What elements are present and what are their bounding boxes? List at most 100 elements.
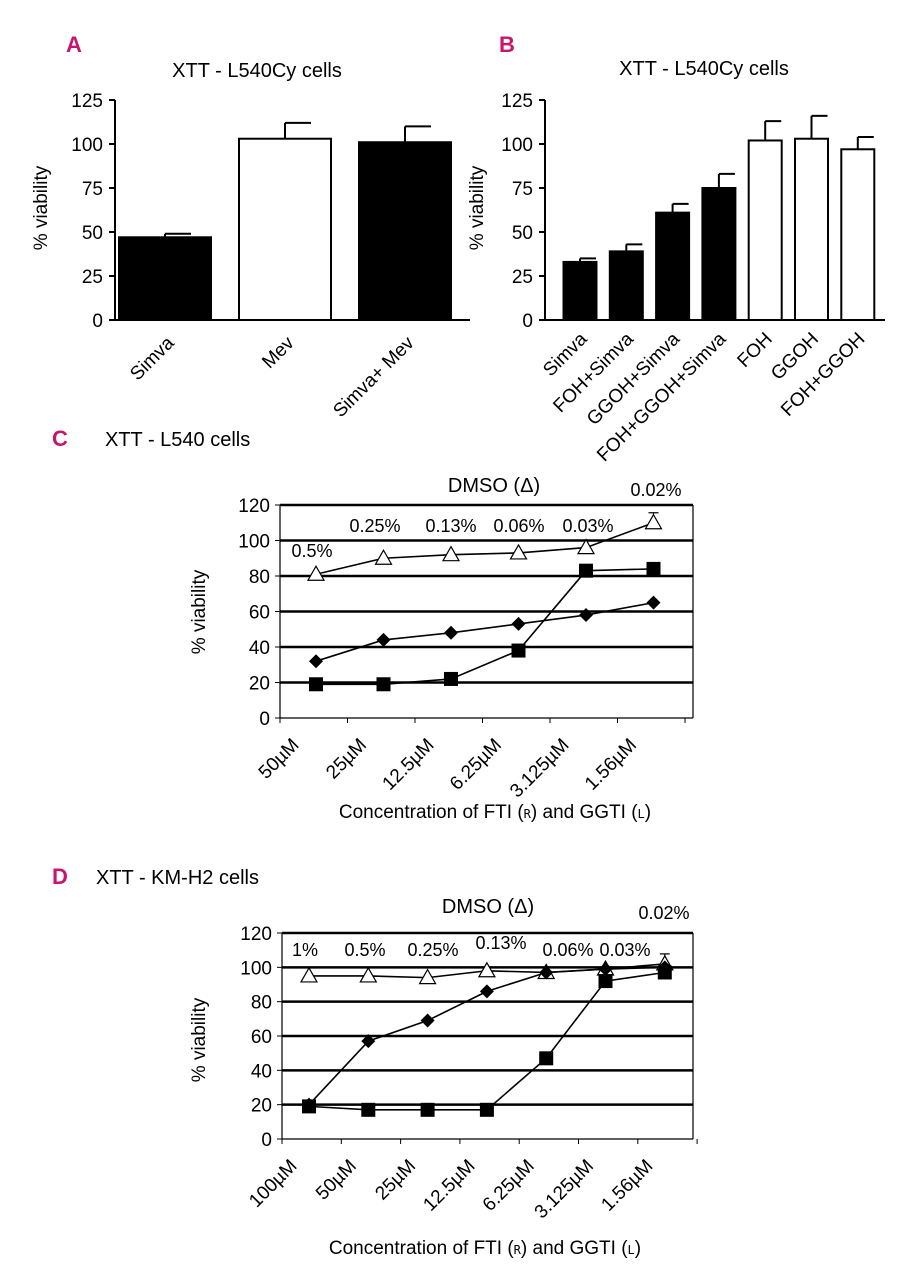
data-point-diamond	[309, 654, 323, 669]
data-point-triangle	[441, 545, 461, 562]
panel-d-ylabel: % viability	[189, 997, 210, 1082]
y-tick-label: 40	[249, 638, 270, 659]
x-category-label: 25µM	[371, 1156, 420, 1205]
panel-c-ylabel: % viability	[189, 569, 210, 654]
panel-b-title: XTT - L540Cy cells	[619, 58, 789, 80]
data-point-diamond	[539, 965, 554, 980]
data-point-diamond	[479, 984, 494, 999]
y-tick-label: 0	[259, 709, 270, 730]
data-point-diamond	[511, 616, 526, 631]
panel-letter-d: D	[52, 864, 68, 889]
panel-c-xlabel-l: L	[638, 807, 645, 821]
dmso-percent-label: 0.25%	[349, 516, 400, 536]
y-tick-label: 50	[82, 223, 103, 244]
x-category-label: 6.25µM	[446, 735, 506, 795]
data-point-triangle	[306, 565, 326, 581]
x-category-label: 1.56µM	[597, 1156, 657, 1216]
y-tick-label: 40	[251, 1061, 272, 1082]
data-point-diamond	[646, 595, 661, 610]
data-point-triangle	[359, 966, 378, 983]
x-category-label: 3.125µM	[531, 1156, 598, 1223]
panel-d-xlabel-l: L	[628, 1243, 635, 1257]
data-point-diamond	[361, 1034, 376, 1049]
dmso-percent-label: 0.13%	[475, 933, 526, 953]
dmso-percent-label: 0.03%	[562, 516, 613, 536]
data-point-diamond	[376, 632, 391, 647]
panel-letter-c: C	[52, 426, 68, 451]
y-tick-label: 125	[501, 91, 533, 112]
data-point-square	[309, 677, 323, 692]
data-point-triangle	[576, 538, 596, 555]
data-point-square	[302, 1099, 316, 1114]
y-tick-label: 25	[512, 267, 533, 288]
y-tick-label: 120	[238, 496, 270, 517]
chart-a: 0 25 50 75 100 125 Simva Mev Simva+ Mev	[71, 91, 470, 422]
data-point-square	[444, 671, 458, 686]
chart-c: 0 20 40 60 80 100 120 50µM 25µM 12.5µM 6.25µM 3.125…	[238, 480, 694, 802]
bar	[608, 250, 644, 321]
panel-letter-a: A	[66, 32, 82, 57]
panel-d-dmso-label: DMSO (Δ)	[442, 896, 534, 918]
y-tick-label: 80	[251, 993, 272, 1014]
x-category-label: 50µM	[255, 735, 304, 784]
y-tick-label: 125	[71, 91, 103, 112]
data-point-triangle	[509, 543, 528, 560]
chart-d: 0 20 40 60 80 100 120 100µM 50µM 25µM 12.5µM 6.25µM…	[240, 903, 698, 1223]
y-tick-label: 0	[261, 1130, 272, 1151]
panel-d-xlabel-part1: Concentration of FTI (	[329, 1238, 514, 1259]
x-category-label: Simva	[126, 332, 178, 384]
data-point-square	[479, 1102, 494, 1117]
y-tick-label: 25	[82, 267, 103, 288]
data-point-triangle	[374, 549, 393, 565]
dmso-percent-label: 0.5%	[344, 940, 385, 960]
x-category-label: Mev	[258, 332, 299, 373]
y-tick-label: 60	[251, 1027, 272, 1048]
data-point-diamond	[420, 1013, 435, 1028]
panel-d-xlabel-r: R	[514, 1243, 522, 1257]
data-point-diamond	[579, 608, 593, 623]
y-tick-label: 0	[522, 311, 533, 332]
dmso-percent-label: 0.02%	[638, 903, 689, 923]
x-category-label: 12.5µM	[379, 735, 439, 795]
x-category-label: 100µM	[245, 1156, 301, 1212]
panel-d-xlabel-part2: ) and GGTI (	[521, 1238, 628, 1259]
y-tick-label: 50	[512, 223, 533, 244]
chart-b: 0255075100125SimvaFOH+SimvaGGOH+SimvaFOH…	[501, 91, 885, 466]
y-tick-label: 100	[240, 958, 272, 979]
panel-b-ylabel: % viability	[467, 165, 488, 250]
x-category-label: 1.56µM	[581, 735, 641, 795]
bar	[562, 260, 598, 322]
y-tick-label: 75	[512, 179, 533, 200]
data-point-square	[539, 1051, 554, 1066]
bar	[747, 139, 783, 321]
panel-c-xlabel: Concentration of FTI (R) and GGTI (L)	[339, 802, 651, 823]
panel-a-ylabel: % viability	[31, 165, 52, 250]
dmso-percent-label: 0.13%	[425, 516, 476, 536]
data-point-square	[646, 561, 661, 576]
data-point-diamond	[444, 625, 458, 640]
data-point-square	[376, 677, 391, 692]
y-tick-label: 100	[501, 135, 533, 156]
dmso-percent-label: 0.5%	[291, 541, 332, 561]
bar	[794, 137, 829, 321]
x-category-label: 25µM	[322, 735, 371, 784]
bar	[358, 141, 452, 321]
x-category-label: 50µM	[312, 1156, 361, 1205]
y-tick-label: 120	[240, 924, 272, 945]
y-tick-label: 20	[249, 674, 270, 695]
x-category-label: 12.5µM	[419, 1156, 479, 1216]
dmso-percent-label: 0.06%	[493, 516, 544, 536]
data-point-square	[657, 965, 672, 980]
data-point-diamond	[598, 962, 613, 977]
x-category-label: Simva+ Mev	[329, 332, 418, 421]
panel-d-xlabel: Concentration of FTI (R) and GGTI (L)	[329, 1238, 641, 1259]
dmso-percent-label: 0.25%	[407, 940, 458, 960]
bar	[701, 187, 737, 321]
bar	[840, 148, 876, 321]
y-tick-label: 80	[249, 567, 270, 588]
y-tick-label: 20	[251, 1096, 272, 1117]
bar	[238, 137, 332, 321]
panel-c-dmso-label: DMSO (Δ)	[448, 475, 540, 497]
bar	[118, 236, 212, 321]
